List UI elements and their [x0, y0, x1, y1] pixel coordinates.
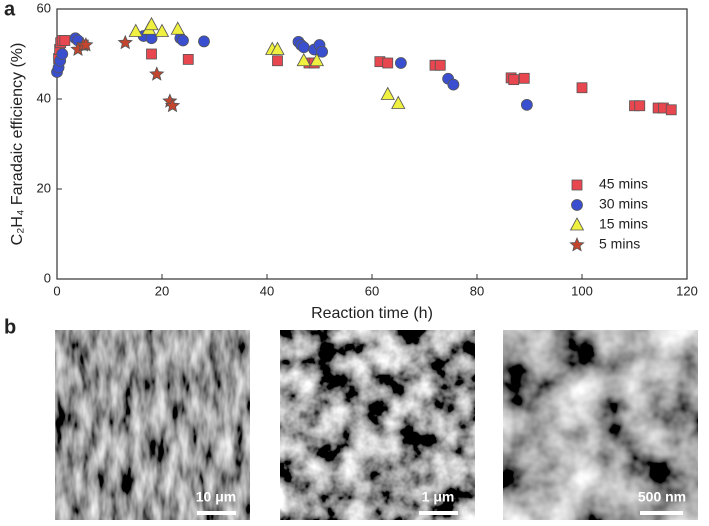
- marker-triangle: [380, 86, 395, 100]
- sem-image: [55, 330, 250, 520]
- marker-star: [164, 97, 181, 113]
- marker-triangle: [170, 21, 185, 35]
- marker-square: [382, 57, 394, 69]
- marker-triangle: [270, 41, 285, 55]
- marker-star: [569, 236, 585, 252]
- scale-label: 1 μm: [422, 489, 455, 505]
- scale-label: 10 μm: [196, 489, 236, 505]
- legend-label: 15 mins: [599, 216, 648, 232]
- marker-circle: [56, 48, 69, 60]
- marker-star: [78, 36, 94, 52]
- marker-circle: [520, 98, 533, 111]
- marker-star: [149, 66, 165, 81]
- y-tick-label: 0: [44, 270, 51, 285]
- marker-circle: [394, 57, 407, 69]
- marker-triangle: [569, 217, 585, 231]
- marker-circle: [198, 35, 210, 48]
- chart: 0 20 40 60 80 100 120 0 20 40 60 Reaction time (h) C…: [9, 0, 698, 322]
- marker-square: [59, 35, 71, 46]
- marker-square: [634, 100, 646, 112]
- y-tick-label: 20: [37, 180, 51, 195]
- panel-label: a: [4, 0, 16, 20]
- x-tick-label: 20: [155, 283, 169, 298]
- legend-label: 5 mins: [599, 236, 640, 252]
- marker-square: [508, 74, 520, 86]
- marker-square: [571, 179, 583, 191]
- marker-square: [182, 54, 194, 65]
- x-tick-label: 120: [676, 283, 698, 298]
- marker-star: [117, 34, 133, 50]
- x-tick-label: 60: [365, 283, 379, 298]
- marker-triangle: [154, 23, 170, 37]
- panel-label: b: [4, 316, 16, 338]
- sem-images: 10 μm 1 μm 500 nm: [55, 330, 698, 520]
- sem-image: [280, 330, 475, 520]
- marker-square: [665, 104, 677, 116]
- marker-circle: [297, 41, 310, 54]
- marker-triangle: [391, 95, 406, 109]
- marker-square: [272, 55, 283, 67]
- sem-image: [503, 330, 698, 520]
- marker-triangle: [128, 23, 143, 37]
- marker-triangle: [309, 52, 325, 67]
- marker-circle: [177, 34, 189, 47]
- marker-circle: [316, 45, 329, 58]
- legend-label: 30 mins: [599, 196, 648, 212]
- marker-circle: [571, 199, 583, 211]
- legend-label: 45 mins: [599, 176, 648, 192]
- marker-square: [518, 72, 530, 84]
- marker-square: [434, 59, 446, 71]
- marker-circle: [447, 78, 460, 91]
- marker-square: [576, 82, 588, 94]
- x-tick-label: 100: [571, 283, 593, 298]
- y-axis-label: C₂H₄ Faradaic efficiency (%): [9, 43, 26, 246]
- y-tick-label: 40: [37, 90, 51, 105]
- marker-triangle: [296, 52, 311, 67]
- x-tick-label: 80: [470, 283, 484, 298]
- marker-triangle: [144, 16, 159, 31]
- scale-label: 500 nm: [638, 489, 686, 505]
- y-tick-label: 60: [37, 0, 51, 15]
- marker-square: [146, 48, 157, 60]
- x-axis-label: Reaction time (h): [311, 305, 433, 322]
- x-tick-label: 40: [260, 283, 274, 298]
- x-tick-label: 0: [53, 283, 60, 298]
